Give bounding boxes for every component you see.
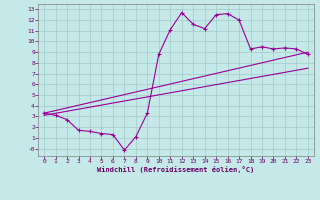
X-axis label: Windchill (Refroidissement éolien,°C): Windchill (Refroidissement éolien,°C): [97, 166, 255, 173]
